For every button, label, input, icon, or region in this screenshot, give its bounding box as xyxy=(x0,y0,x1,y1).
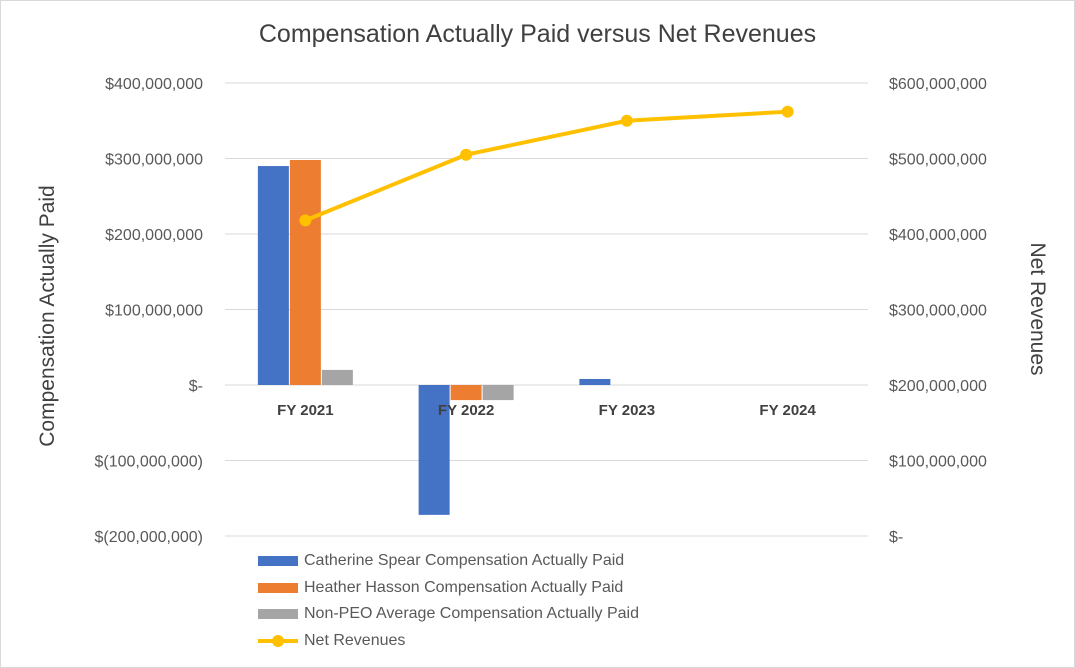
legend-label-net-revenues: Net Revenues xyxy=(304,631,406,649)
legend-swatch-heather-hasson xyxy=(258,582,298,593)
left-tick-label: $300,000,000 xyxy=(105,152,203,169)
left-tick-label: $200,000,000 xyxy=(105,227,203,244)
gridlines xyxy=(225,82,868,537)
bar-non-peo-average-fy-2022 xyxy=(482,385,514,401)
legend-label-catherine-spear: Catherine Spear Compensation Actually Pa… xyxy=(304,552,625,570)
bars xyxy=(257,160,611,515)
legend: Catherine Spear Compensation Actually Pa… xyxy=(258,548,639,654)
point-net-revenues-fy-2022 xyxy=(460,148,473,161)
left-tick-label: $400,000,000 xyxy=(105,76,203,93)
chart-title: Compensation Actually Paid versus Net Re… xyxy=(258,20,817,48)
point-net-revenues-fy-2024 xyxy=(781,105,794,118)
point-net-revenues-fy-2021 xyxy=(299,214,312,227)
left-axis-ticks: $400,000,000 $300,000,000 $200,000,000 $100… xyxy=(94,76,203,546)
series-line-net-revenues xyxy=(304,109,788,223)
legend-item-non-peo: Non-PEO Average Compensation Actually Pa… xyxy=(258,601,639,628)
right-tick-label: $500,000,000 xyxy=(889,152,987,169)
legend-label-heather-hasson: Heather Hasson Compensation Actually Pai… xyxy=(304,578,624,596)
bar-catherine-spear-fy-2021 xyxy=(257,166,289,385)
left-tick-label: $(100,000,000) xyxy=(94,454,203,471)
bar-heather-hasson-fy-2021 xyxy=(289,160,321,385)
category-label-fy-2023: FY 2023 xyxy=(599,402,655,419)
bar-catherine-spear-fy-2022 xyxy=(418,385,450,515)
net-revenues-line xyxy=(299,105,794,227)
category-labels: FY 2021 FY 2022 FY 2023 FY 2024 xyxy=(277,402,816,419)
bar-non-peo-average-fy-2021 xyxy=(321,369,353,385)
right-tick-label: $400,000,000 xyxy=(889,227,987,244)
left-tick-label: $(200,000,000) xyxy=(94,529,203,546)
legend-label-non-peo: Non-PEO Average Compensation Actually Pa… xyxy=(304,605,640,623)
left-tick-label: $- xyxy=(189,378,203,395)
right-axis-ticks: $600,000,000 $500,000,000 $400,000,000 $300… xyxy=(889,76,987,546)
left-tick-label: $100,000,000 xyxy=(105,303,203,320)
category-label-fy-2021: FY 2021 xyxy=(277,402,333,419)
legend-swatch-non-peo xyxy=(258,609,298,620)
right-tick-label: $100,000,000 xyxy=(889,454,987,471)
right-tick-label: $200,000,000 xyxy=(889,378,987,395)
legend-item-heather-hasson: Heather Hasson Compensation Actually Pai… xyxy=(258,575,639,602)
bar-catherine-spear-fy-2023 xyxy=(579,378,611,385)
legend-item-catherine-spear: Catherine Spear Compensation Actually Pa… xyxy=(258,548,639,575)
right-tick-label: $- xyxy=(889,529,903,546)
bar-heather-hasson-fy-2022 xyxy=(450,385,482,401)
category-label-fy-2022: FY 2022 xyxy=(438,402,494,419)
legend-swatch-net-revenues xyxy=(258,634,298,648)
point-net-revenues-fy-2023 xyxy=(620,114,633,127)
category-label-fy-2024: FY 2024 xyxy=(759,402,816,419)
right-tick-label: $300,000,000 xyxy=(889,303,987,320)
right-tick-label: $600,000,000 xyxy=(889,76,987,93)
legend-swatch-catherine-spear xyxy=(258,556,298,567)
legend-item-net-revenues: Net Revenues xyxy=(258,628,639,655)
